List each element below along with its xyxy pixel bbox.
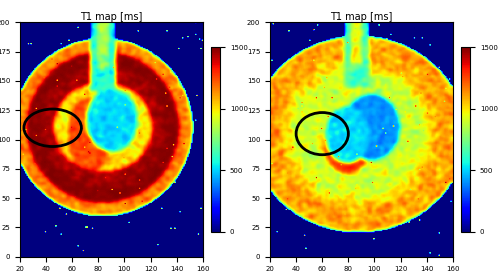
Title: T1 map [ms]: T1 map [ms] xyxy=(330,11,392,21)
Title: T1 map [ms]: T1 map [ms] xyxy=(80,11,142,21)
